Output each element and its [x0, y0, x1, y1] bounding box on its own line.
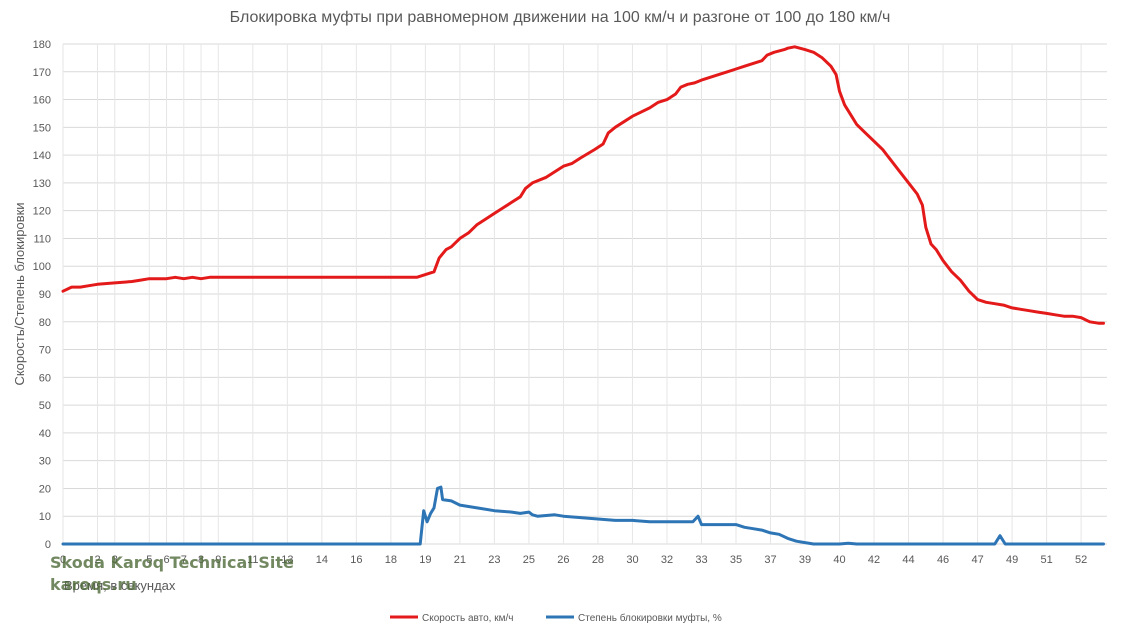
x-tick-label: 14 [316, 554, 328, 566]
x-tick-label: 47 [971, 554, 983, 566]
y-tick-label: 180 [33, 39, 51, 51]
y-tick-label: 160 [33, 95, 51, 107]
y-tick-label: 60 [39, 372, 51, 384]
y-tick-label: 0 [45, 539, 51, 551]
y-tick-label: 150 [33, 122, 51, 134]
x-tick-label: 30 [626, 554, 638, 566]
y-tick-label: 70 [39, 345, 51, 357]
y-axis-ticks: 0 10 20 30 40 50 60 70 80 90 100 110 120 130 140 150 160… [33, 39, 51, 551]
x-tick-label: 7 [181, 554, 187, 566]
y-tick-label: 90 [39, 289, 51, 301]
y-tick-label: 20 [39, 483, 51, 495]
y-tick-label: 110 [33, 233, 51, 245]
x-tick-label: 35 [730, 554, 742, 566]
series-group [61, 45, 1105, 546]
y-tick-label: 80 [39, 317, 51, 329]
y-tick-label: 40 [39, 428, 51, 440]
x-tick-label: 52 [1075, 554, 1087, 566]
x-tick-label: 39 [799, 554, 811, 566]
x-tick-label: 40 [833, 554, 845, 566]
x-tick-label: 6 [163, 554, 169, 566]
x-tick-label: 2 [94, 554, 100, 566]
x-tick-label: 0 [60, 554, 66, 566]
x-tick-label: 3 [112, 554, 118, 566]
x-tick-label: 26 [557, 554, 569, 566]
x-tick-label: 5 [146, 554, 152, 566]
series-line-0 [61, 45, 1105, 325]
x-tick-label: 28 [592, 554, 604, 566]
x-tick-label: 21 [454, 554, 466, 566]
y-tick-label: 130 [33, 178, 51, 190]
x-tick-label: 37 [764, 554, 776, 566]
x-axis-title: Время, в секундах [64, 578, 176, 593]
x-tick-label: 51 [1040, 554, 1052, 566]
x-tick-label: 42 [868, 554, 880, 566]
chart-title: Блокировка муфты при равномерном движени… [230, 9, 891, 26]
grid-lines [62, 43, 1107, 545]
x-tick-label: 46 [937, 554, 949, 566]
watermark-site: karoqs.ru [50, 575, 137, 594]
legend-label-1: Степень блокировки муфты, % [578, 612, 722, 624]
x-tick-label: 16 [350, 554, 362, 566]
x-tick-label: 18 [385, 554, 397, 566]
legend-label-0: Скорость авто, км/ч [422, 613, 513, 624]
x-tick-label: 8 [198, 554, 204, 566]
x-tick-label: 44 [902, 554, 914, 566]
y-axis-title: Скорость/Степень блокировки [12, 202, 27, 385]
y-tick-label: 30 [39, 456, 51, 468]
legend: Скорость авто, км/ч Степень блокировки му… [390, 612, 722, 624]
x-tick-label: 33 [695, 554, 707, 566]
x-tick-label: 11 [247, 554, 258, 566]
x-tick-label: 25 [523, 554, 535, 566]
x-tick-label: 9 [215, 554, 221, 566]
series-line-1 [61, 485, 1105, 546]
x-tick-label: 49 [1006, 554, 1018, 566]
y-tick-label: 120 [33, 206, 51, 218]
y-tick-label: 10 [39, 511, 51, 523]
x-tick-label: 19 [419, 554, 431, 566]
y-tick-label: 140 [33, 150, 51, 162]
y-tick-label: 170 [33, 67, 51, 79]
watermark-title: Skoda Karoq Technical Site [50, 553, 294, 572]
x-tick-label: 23 [488, 554, 500, 566]
y-tick-label: 100 [33, 261, 51, 273]
x-tick-label: 13 [281, 554, 293, 566]
x-tick-label: 32 [661, 554, 673, 566]
y-tick-label: 50 [39, 400, 51, 412]
x-axis-ticks: 0 2 3 5 6 7 8 9 11 13 14 16 18 19 21 23 25 26 28 30 32 33 35 37… [60, 554, 1087, 566]
